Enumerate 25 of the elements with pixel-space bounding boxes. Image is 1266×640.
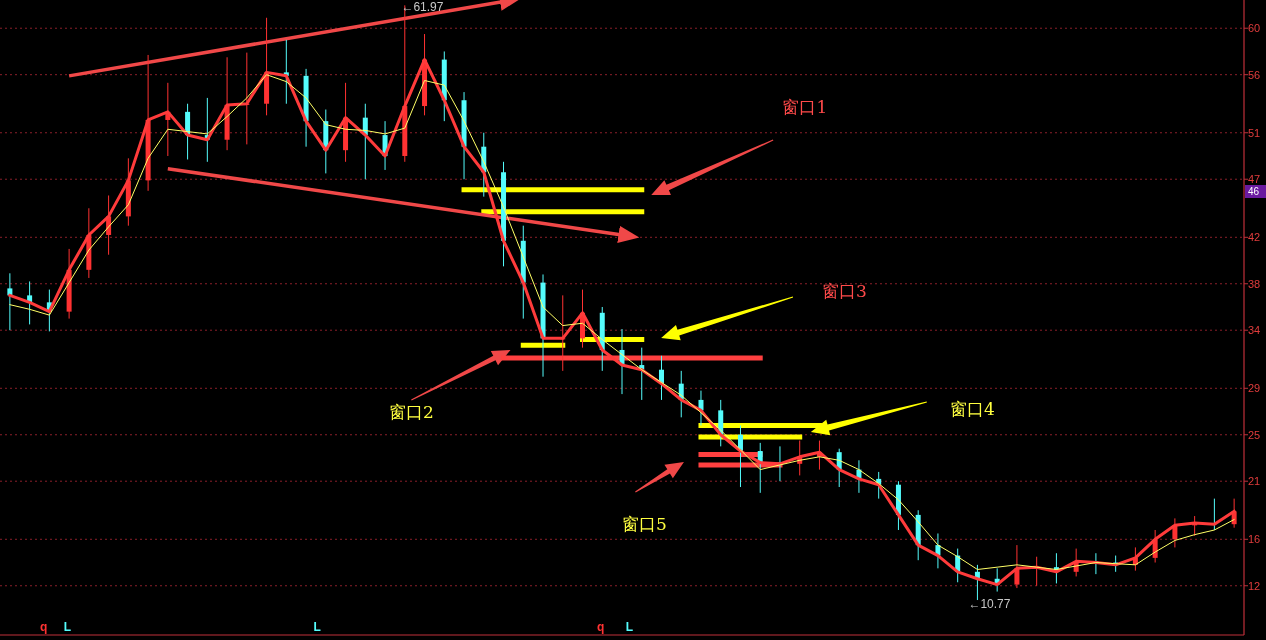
y-tick-label: 47: [1248, 173, 1261, 186]
annotation: q: [39, 620, 48, 634]
annotation: 窗口5: [621, 514, 667, 534]
y-tick-label: 25: [1248, 428, 1261, 441]
y-tick-label: 51: [1248, 126, 1261, 139]
y-tick-label: 16: [1248, 533, 1261, 546]
y-tick-label: 38: [1248, 277, 1261, 290]
annotation: 窗口3: [822, 281, 867, 301]
text: 46: [1248, 186, 1260, 197]
y-tick-label: 29: [1248, 382, 1261, 395]
y-tick-label: 60: [1248, 22, 1261, 35]
annotation: 窗口4: [949, 399, 995, 419]
y-tick-label: 56: [1248, 68, 1261, 81]
annotation: ←61.97: [401, 0, 444, 14]
y-tick-label: 12: [1248, 579, 1261, 592]
annotation: ←10.77: [968, 597, 1011, 611]
annotation: L: [313, 620, 321, 634]
annotation: 窗口1: [782, 97, 828, 117]
annotation: 窗口2: [388, 402, 434, 422]
annotation: L: [625, 620, 634, 634]
annotation: q: [597, 620, 605, 634]
y-tick-label: 34: [1248, 324, 1261, 337]
annotation: L: [63, 620, 72, 634]
y-tick-label: 42: [1248, 231, 1261, 244]
y-tick-label: 21: [1248, 475, 1261, 488]
